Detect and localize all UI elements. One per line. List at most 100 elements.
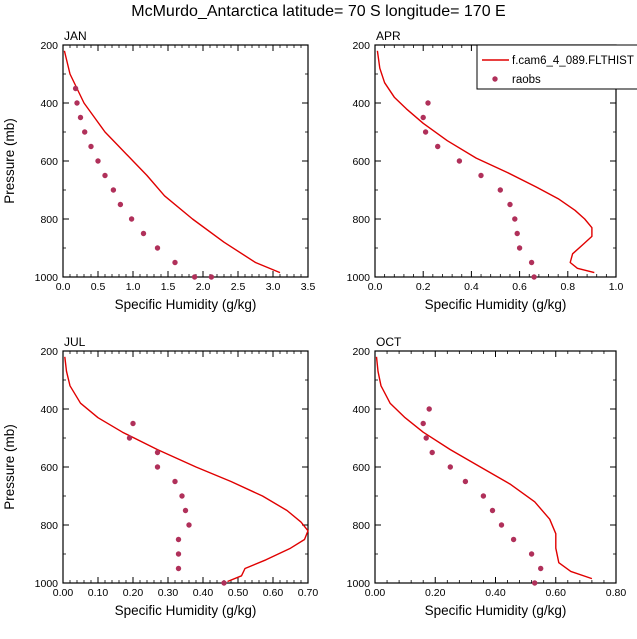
plot-frame <box>374 350 617 584</box>
raobs-point <box>423 435 429 441</box>
raobs-point <box>425 100 431 106</box>
raobs-point <box>88 143 94 150</box>
panel-apr: APR 0.0 0.2 0.4 0.6 0.8 1.0 200 400 600 800 1000 Spe… <box>347 29 624 312</box>
plot-frame <box>62 350 309 584</box>
raobs-point <box>489 507 496 514</box>
model-profile-line <box>64 356 309 583</box>
x-tick-label: 0.80 <box>606 587 627 599</box>
raobs-point <box>221 580 227 586</box>
raobs-point <box>429 449 435 456</box>
raobs-point <box>208 274 215 280</box>
y-tick-label: 800 <box>40 520 58 532</box>
raobs-point <box>172 259 178 266</box>
panel-title: JAN <box>64 29 87 43</box>
raobs-point <box>77 114 84 121</box>
y-tick-label: 1000 <box>347 578 371 590</box>
y-tick-label: 800 <box>40 214 58 226</box>
y-tick-label: 200 <box>352 346 370 358</box>
raobs-point <box>512 216 518 222</box>
raobs-point <box>447 464 453 470</box>
raobs-point <box>74 100 80 106</box>
x-tick-label: 2.0 <box>196 281 211 293</box>
y-tick-label: 600 <box>40 156 58 168</box>
raobs-point <box>154 449 161 456</box>
raobs-point <box>175 536 182 543</box>
raobs-point <box>154 464 161 470</box>
x-tick-label: 0.50 <box>228 587 249 599</box>
model-profile-line <box>376 50 595 274</box>
panel-jan: JAN 0.0 0.5 1.0 1.5 2.0 2.5 3.0 3.5 200 400 600 800 1… <box>2 29 315 312</box>
panel-title: OCT <box>376 335 402 349</box>
raobs-point <box>480 493 487 499</box>
y-tick-label: 600 <box>352 462 370 474</box>
x-tick-label: 0.0 <box>368 281 383 293</box>
y-tick-label: 1000 <box>35 578 59 590</box>
panel-title: APR <box>376 29 401 43</box>
x-tick-label: 0.40 <box>193 587 214 599</box>
raobs-point <box>130 420 136 427</box>
raobs-point <box>528 259 535 266</box>
raobs-point <box>422 129 429 135</box>
y-tick-label: 200 <box>352 40 370 52</box>
x-axis-label: Specific Humidity (g/kg) <box>425 603 567 618</box>
x-tick-label: 3.0 <box>266 281 281 293</box>
y-tick-label: 1000 <box>35 272 59 284</box>
legend-point-swatch <box>492 76 498 82</box>
legend-model-label: f.cam6_4_089.FLTHIST <box>512 55 634 67</box>
y-axis-label: Pressure (mb) <box>2 424 17 510</box>
raobs-point <box>172 478 178 485</box>
y-tick-label: 200 <box>40 40 58 52</box>
x-tick-label: 0.00 <box>53 587 74 599</box>
x-tick-label: 0.6 <box>512 281 527 293</box>
x-axis-label: Specific Humidity (g/kg) <box>115 603 257 618</box>
raobs-point <box>507 201 513 208</box>
y-tick-label: 600 <box>352 156 370 168</box>
x-tick-label: 0.20 <box>123 587 144 599</box>
y-tick-label: 400 <box>40 404 58 416</box>
x-tick-label: 0.20 <box>425 587 446 599</box>
raobs-point <box>435 143 441 150</box>
y-tick-label: 400 <box>352 98 370 110</box>
raobs-point <box>532 580 538 586</box>
y-tick-label: 400 <box>40 98 58 110</box>
y-axis-label: Pressure (mb) <box>2 118 17 204</box>
raobs-point <box>128 216 135 222</box>
panel-jul: JUL 0.00 0.10 0.20 0.30 0.40 0.50 0.60 0.70 200 40… <box>2 335 318 618</box>
x-tick-label: 0.0 <box>56 281 71 293</box>
x-tick-label: 0.30 <box>158 587 179 599</box>
raobs-point <box>420 420 426 427</box>
panel-title: JUL <box>64 335 86 349</box>
panel-oct: OCT 0.00 0.20 0.40 0.60 0.80 200 400 600 800 1000 S… <box>347 335 627 618</box>
y-tick-label: 1000 <box>347 272 371 284</box>
raobs-point <box>514 230 520 237</box>
x-tick-label: 1.0 <box>609 281 624 293</box>
x-tick-label: 0.4 <box>464 281 479 293</box>
raobs-point <box>462 478 469 485</box>
raobs-point <box>175 551 182 557</box>
raobs-point <box>175 565 182 572</box>
raobs-point <box>179 493 185 499</box>
model-profile-line <box>63 50 281 274</box>
raobs-point <box>510 536 517 543</box>
raobs-point <box>72 85 79 92</box>
x-tick-label: 0.60 <box>546 587 567 599</box>
x-axis-label: Specific Humidity (g/kg) <box>425 297 567 312</box>
legend-obs-label: raobs <box>512 74 541 86</box>
raobs-point <box>182 507 189 514</box>
x-tick-label: 1.5 <box>161 281 176 293</box>
x-tick-label: 0.70 <box>298 587 319 599</box>
raobs-point <box>531 274 537 280</box>
raobs-point <box>191 274 198 280</box>
raobs-point <box>528 551 535 557</box>
raobs-point <box>117 201 124 208</box>
raobs-point <box>126 435 133 441</box>
raobs-point <box>102 172 108 179</box>
y-tick-label: 800 <box>352 520 370 532</box>
raobs-point <box>420 114 426 121</box>
x-tick-label: 0.8 <box>560 281 575 293</box>
raobs-point <box>110 187 117 193</box>
raobs-point <box>478 172 484 179</box>
y-tick-label: 600 <box>40 462 58 474</box>
raobs-point <box>95 158 101 164</box>
